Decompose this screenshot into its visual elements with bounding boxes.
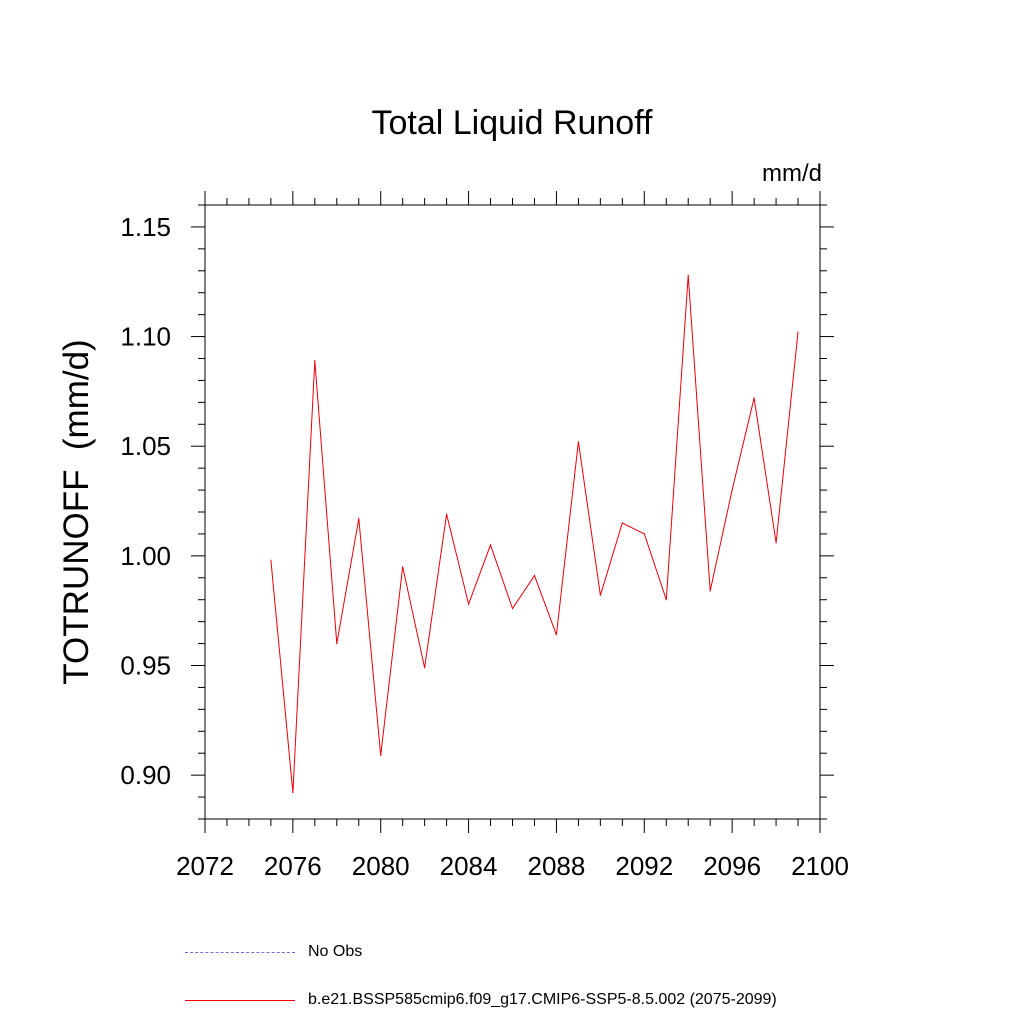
data-point [599, 594, 601, 596]
y-tick-label: 1.10 [120, 322, 171, 352]
data-point [467, 603, 470, 605]
data-point [489, 544, 492, 546]
axis-ticks [191, 191, 834, 833]
legend-swatch-solid [185, 1000, 295, 1001]
data-point [511, 607, 514, 610]
x-tick-label: 2088 [528, 851, 586, 881]
legend: No Obs b.e21.BSSP585cmip6.f09_g17.CMIP6-… [185, 930, 925, 1020]
data-point [753, 397, 755, 399]
data-point [643, 533, 645, 535]
x-tick-label: 2092 [615, 851, 673, 881]
data-point [336, 642, 338, 645]
data-point [665, 599, 667, 601]
data-point [402, 566, 404, 568]
data-point [358, 517, 360, 520]
x-tick-label: 2072 [176, 851, 234, 881]
data-point [555, 634, 558, 636]
series-layer [270, 274, 799, 794]
data-point [687, 274, 689, 276]
legend-item-no-obs: No Obs [185, 941, 925, 965]
data-point [380, 754, 382, 757]
y-tick-label: 1.05 [120, 431, 171, 461]
y-tick-label: 0.95 [120, 651, 171, 681]
data-point [621, 522, 623, 524]
y-tick-label: 1.00 [120, 541, 171, 571]
y-axis-label: TOTRUNOFF (mm/d) [57, 339, 96, 685]
data-point [577, 441, 579, 443]
chart-title: Total Liquid Runoff [371, 104, 653, 142]
data-point [797, 331, 799, 333]
data-point [446, 513, 448, 515]
data-point [775, 542, 777, 544]
x-tick-label: 2100 [791, 851, 849, 881]
legend-label: No Obs [308, 943, 363, 960]
legend-label: b.e21.BSSP585cmip6.f09_g17.CMIP6-SSP5-8.… [308, 991, 777, 1008]
data-point [270, 559, 272, 561]
x-tick-label: 2096 [703, 851, 761, 881]
x-tick-label: 2080 [352, 851, 410, 881]
data-point [424, 667, 426, 669]
y-tick-label: 0.90 [120, 760, 171, 790]
y-tick-label: 1.15 [120, 212, 171, 242]
legend-swatch-dashed [185, 952, 295, 953]
legend-item-model-run: b.e21.BSSP585cmip6.f09_g17.CMIP6-SSP5-8.… [185, 989, 925, 1013]
data-point [731, 489, 733, 491]
series-line [270, 275, 799, 793]
data-point [314, 360, 316, 362]
tick-labels: 2072 2076 2080 2084 2088 2092 2096 2100 0.90 0.95… [120, 212, 849, 881]
data-point [292, 792, 294, 794]
x-tick-label: 2084 [440, 851, 498, 881]
data-point [533, 574, 536, 577]
data-point [709, 590, 711, 592]
units-label: mm/d [762, 160, 822, 187]
x-tick-label: 2076 [264, 851, 322, 881]
